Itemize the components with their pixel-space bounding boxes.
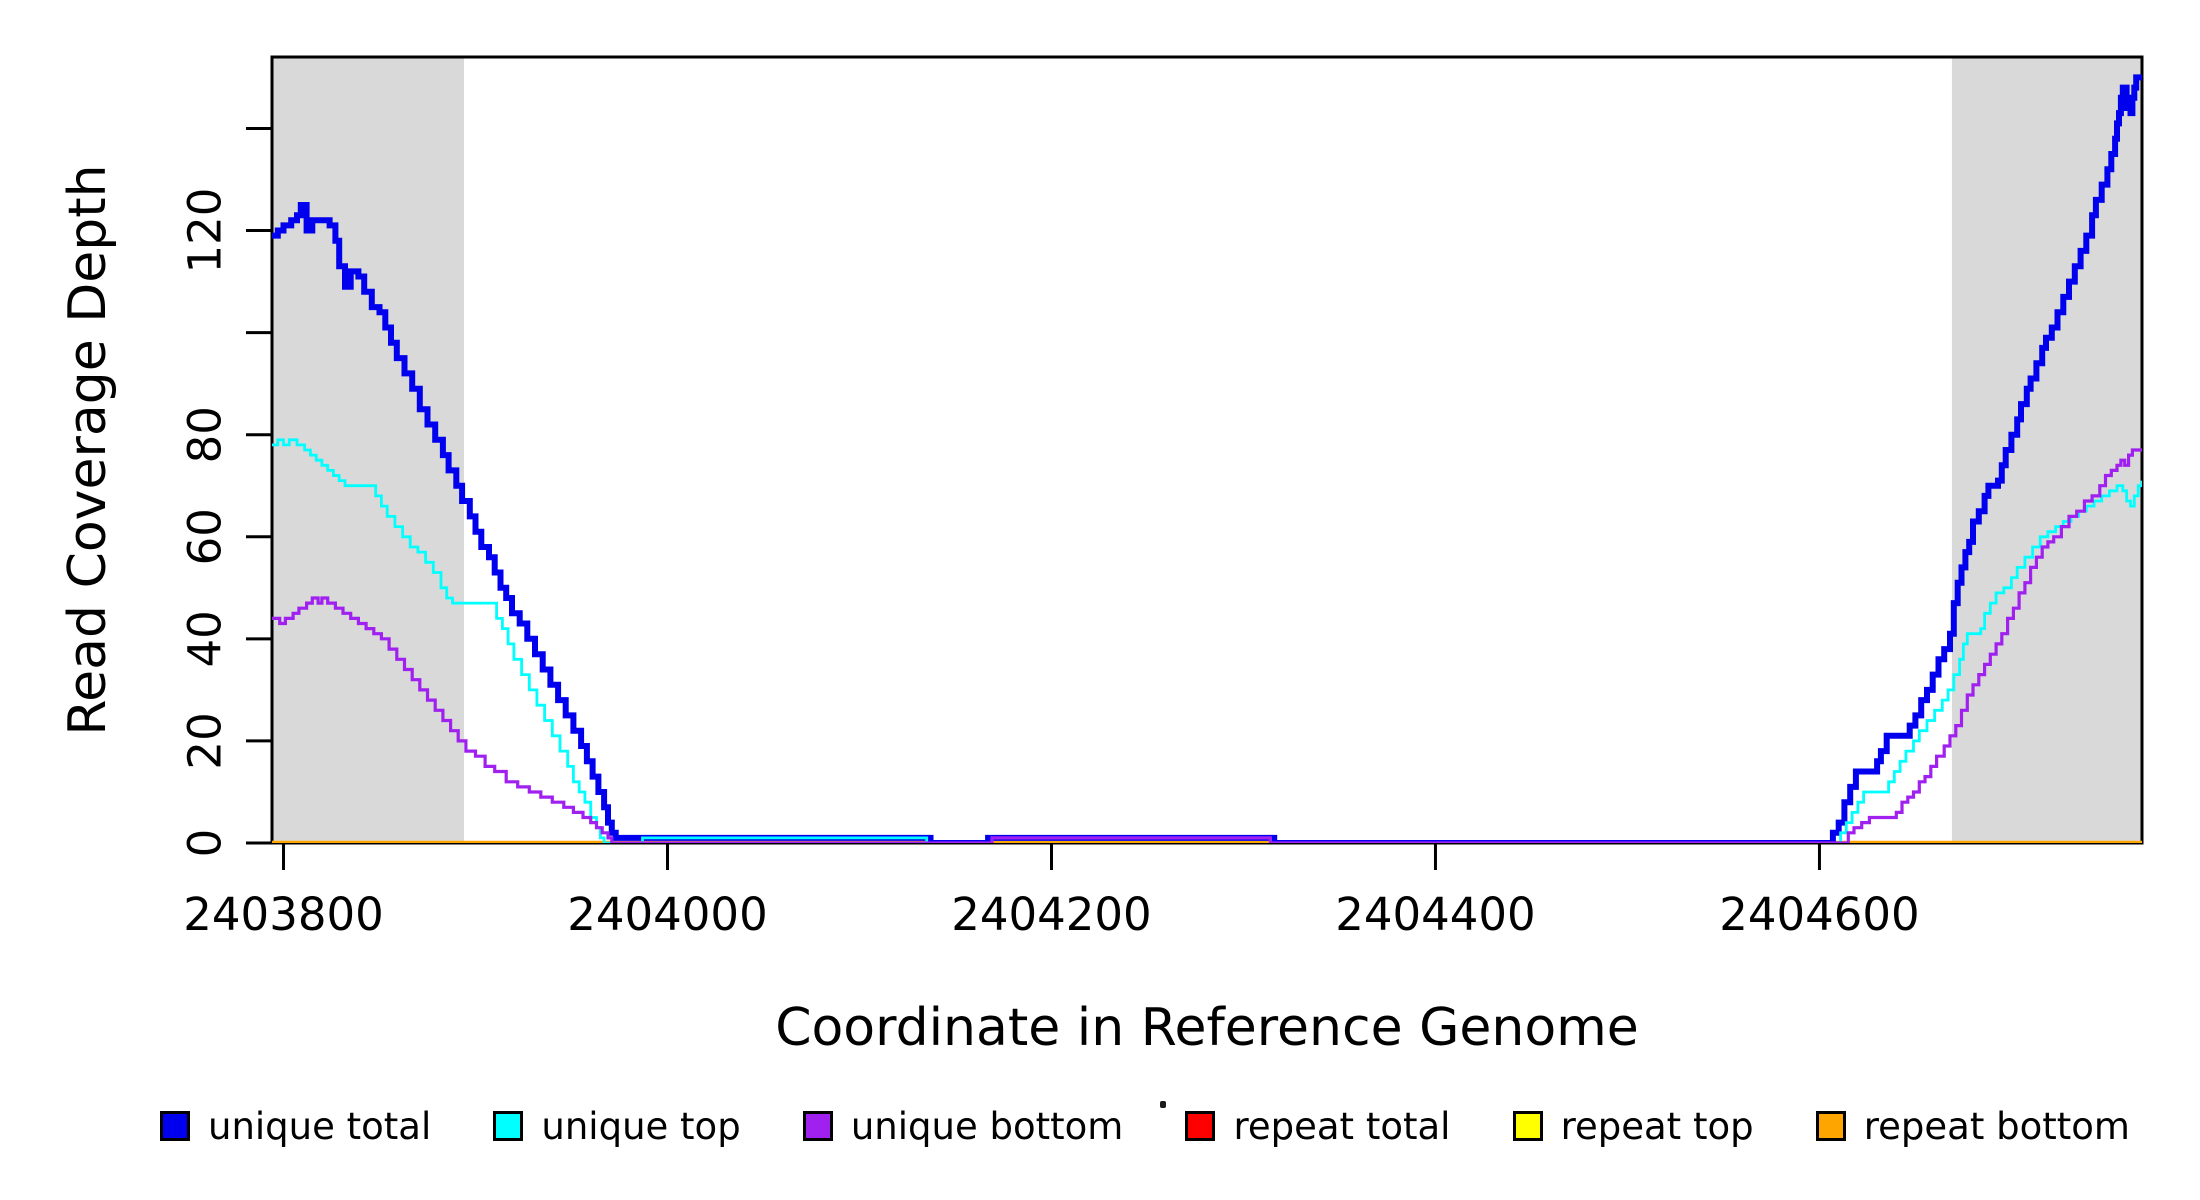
legend-item-unique-top: unique top <box>493 1104 741 1148</box>
legend-swatch-repeat-top <box>1512 1111 1543 1141</box>
legend-label-repeat-total: repeat total <box>1233 1104 1451 1148</box>
y-tick-label: 40 <box>179 610 232 667</box>
legend-item-repeat-total: repeat total <box>1185 1105 1450 1148</box>
series-unique-top-line <box>272 438 2142 843</box>
x-tick-label: 2403800 <box>183 888 383 941</box>
legend-item-unique-bottom: unique bottom <box>802 1104 1124 1148</box>
legend-swatch-repeat-bottom <box>1815 1111 1846 1141</box>
x-tick-label: 2404200 <box>951 888 1151 941</box>
legend-label-unique-top: unique top <box>541 1104 741 1148</box>
legend-item-unique-total: unique total <box>160 1105 431 1148</box>
legend-label-unique-total: unique total <box>208 1104 432 1148</box>
x-axis-title: Coordinate in Reference Genome <box>775 998 1639 1058</box>
legend-swatch-unique-total <box>160 1111 190 1141</box>
x-tick-label: 2404400 <box>1335 888 1535 941</box>
legend-label-unique-bottom: unique bottom <box>850 1104 1124 1148</box>
y-tick-label: 20 <box>179 712 232 769</box>
legend-swatch-repeat-total <box>1185 1111 1216 1141</box>
legend-label-repeat-bottom: repeat bottom <box>1863 1104 2130 1148</box>
y-tick-label: 120 <box>179 188 232 274</box>
stray-mark <box>1160 1101 1166 1108</box>
series-unique-bottom-line <box>272 448 2142 843</box>
series-unique-total-line <box>272 74 2142 843</box>
legend-label-repeat-top: repeat top <box>1560 1104 1754 1148</box>
legend-swatch-unique-bottom <box>802 1111 833 1141</box>
legend-item-repeat-bottom: repeat bottom <box>1815 1104 2130 1148</box>
legend-item-repeat-top: repeat top <box>1512 1104 1754 1148</box>
legend-swatch-unique-top <box>493 1111 524 1141</box>
y-tick-label: 60 <box>179 508 232 565</box>
legend: unique total unique top unique bottom repea… <box>160 1096 2130 1156</box>
y-axis-title: Read Coverage Depth <box>58 164 118 736</box>
shaded-region <box>1951 57 2142 843</box>
shaded-region <box>272 57 464 843</box>
y-tick-label: 80 <box>179 406 232 463</box>
x-tick-label: 2404000 <box>567 888 767 941</box>
y-tick-label: 0 <box>179 829 232 858</box>
x-tick-label: 2404600 <box>1719 888 1919 941</box>
